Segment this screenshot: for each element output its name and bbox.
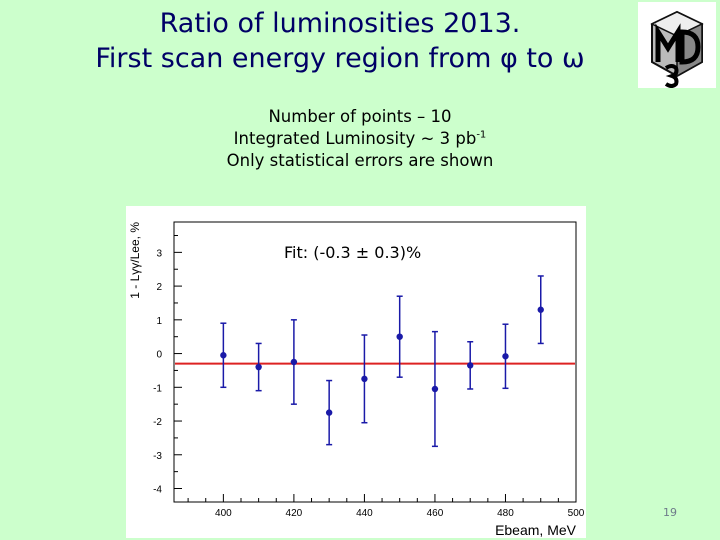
x-tick-label: 480: [497, 508, 514, 519]
point-marker: [325, 409, 333, 416]
data-point: [325, 379, 333, 446]
data-point: [431, 330, 439, 448]
x-axis-label: Ebeam, MeV: [495, 522, 577, 538]
data-point: [502, 323, 509, 390]
y-axis-label: 1 - Lγγ/Lee, %: [128, 222, 142, 299]
y-tick-label: -3: [153, 451, 162, 462]
point-marker: [255, 363, 262, 371]
title-line-1: Ratio of luminosities 2013.: [159, 8, 521, 39]
luminosity-value: Integrated Luminosity ~ 3 pb: [233, 129, 477, 148]
y-tick-label: 2: [156, 282, 162, 293]
y-tick-label: 1: [156, 316, 162, 327]
chart-svg: -4 -3 -2 -1 0 1 2 3 400 420 440 460 480 500 Fit: (-0…: [128, 221, 585, 538]
data-point: [396, 295, 403, 378]
y-tick-label: 3: [156, 248, 162, 259]
luminosity-ratio-chart: -4 -3 -2 -1 0 1 2 3 400 420 440 460 480 500 Fit: (-0…: [126, 206, 586, 538]
data-point: [467, 341, 474, 390]
errors-note-text: Only statistical errors are shown: [226, 151, 494, 170]
data-point: [537, 275, 544, 345]
x-tick-label: 400: [215, 508, 232, 519]
point-marker: [361, 375, 368, 383]
kmd3-logo: [638, 2, 716, 88]
luminosity-text: Integrated Luminosity ~ 3 pb-1: [160, 128, 560, 150]
x-tick-label: 440: [356, 508, 373, 519]
x-tick-label: 460: [427, 508, 444, 519]
data-point: [361, 334, 368, 424]
data-point: [255, 342, 262, 392]
data-points: [220, 275, 544, 448]
y-axis: -4 -3 -2 -1 0 1 2 3: [153, 234, 182, 496]
x-axis: 400 420 440 460 480 500: [187, 494, 585, 519]
point-marker: [467, 362, 474, 369]
y-tick-label: -4: [153, 485, 162, 496]
point-marker: [502, 353, 509, 360]
point-marker: [290, 358, 298, 366]
x-tick-label: 420: [286, 508, 303, 519]
point-marker: [537, 306, 544, 313]
point-marker: [396, 333, 403, 340]
y-tick-label: 0: [156, 350, 162, 361]
page-number: 19: [663, 506, 677, 519]
points-count-text: Number of points – 10: [268, 107, 452, 126]
point-marker: [431, 385, 439, 393]
slide-title: Ratio of luminosities 2013. First scan e…: [40, 6, 640, 76]
data-point: [290, 319, 298, 405]
x-tick-label: 500: [568, 508, 585, 519]
plot-frame: [173, 221, 577, 503]
point-marker: [220, 352, 227, 359]
luminosity-unit-exponent: -1: [476, 129, 487, 141]
kmd3-detector-logo-icon: [650, 10, 704, 88]
y-tick-label: -1: [153, 383, 162, 394]
fit-annotation: Fit: (-0.3 ± 0.3)%: [284, 243, 421, 262]
title-line-2: First scan energy region from φ to ω: [95, 43, 585, 74]
data-point: [220, 322, 227, 389]
run-info: Number of points – 10 Integrated Luminos…: [160, 106, 560, 172]
y-tick-label: -2: [153, 417, 162, 428]
